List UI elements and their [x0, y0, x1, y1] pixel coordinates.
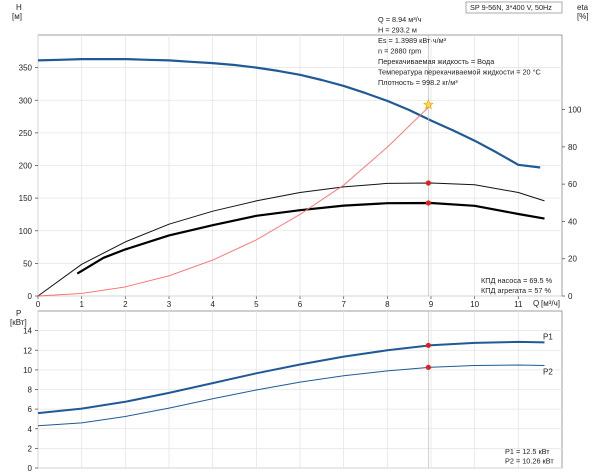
- power-y-tick-label: 4: [28, 425, 33, 434]
- operating-point-eta-pump: [425, 180, 431, 186]
- x-tick-label: 1: [79, 300, 84, 309]
- power-y-axis-label: P: [16, 309, 21, 318]
- y-tick-label: 0: [28, 292, 33, 301]
- head-plot-series: [37, 35, 545, 297]
- series-line-system: [37, 104, 432, 297]
- power-result-line: P1 = 12.5 кВт: [505, 447, 550, 456]
- x-tick-label: 4: [210, 300, 215, 309]
- duty-info-line: Q = 8.94 м³/ч: [378, 15, 422, 24]
- power-plot-grid: 0 2 4 6 8 10 12 14: [23, 310, 563, 473]
- x-tick-label: 9: [429, 300, 434, 309]
- x-tick-label: 10: [470, 300, 479, 309]
- head-plot-grid: 0 1 2 3 4 5 6 7 8 9 10 11 0 50 100 150 200 250 300 350 0 20 40…: [19, 34, 582, 309]
- x-tick-label: 5: [254, 300, 259, 309]
- power-y-tick-label: 2: [28, 444, 33, 453]
- y2-axis-label: eta: [577, 3, 589, 12]
- y-tick-label: 350: [19, 64, 33, 73]
- series-label-P2: P2: [543, 367, 553, 376]
- y2-tick-label: 60: [568, 180, 577, 189]
- x-axis-unit: [м³/ч]: [541, 299, 560, 308]
- series-line-eta_unit: [76, 201, 545, 275]
- efficiency-line: КПД агрегата = 57 %: [481, 286, 551, 295]
- y-tick-label: 300: [19, 96, 33, 105]
- series-line-H: [37, 58, 541, 169]
- x-tick-label: 8: [385, 300, 390, 309]
- operating-point-eta-unit: [425, 200, 431, 206]
- y-tick-label: 200: [19, 162, 33, 171]
- power-y-tick-label: 0: [28, 464, 33, 473]
- y-tick-label: 150: [19, 194, 33, 203]
- power-y-tick-label: 8: [28, 386, 33, 395]
- power-y-tick-label: 10: [23, 366, 32, 375]
- duty-info-line: Es = 1.3989 кВт·ч/м³: [378, 36, 447, 45]
- x-tick-label: 3: [167, 300, 172, 309]
- power-plot-series: P1 P2: [37, 311, 553, 468]
- y2-axis-unit: [%]: [577, 12, 589, 21]
- series-line-P2: [37, 364, 545, 427]
- y-tick-label: 50: [23, 259, 32, 268]
- power-y-axis-unit: [кВт]: [10, 318, 27, 327]
- x-tick-label: 6: [298, 300, 303, 309]
- x-tick-label: 2: [123, 300, 128, 309]
- y-tick-label: 250: [19, 129, 33, 138]
- axis-labels: H[м] eta[%] Q [м³/ч] P[кВт]: [10, 3, 589, 327]
- x-tick-label: 7: [341, 300, 346, 309]
- y2-tick-label: 20: [568, 255, 577, 264]
- y2-tick-label: 40: [568, 217, 577, 226]
- series-line-P1: [37, 340, 545, 415]
- info-panel: SP 9-56N, 3*400 V, 50Hz Q = 8.94 м³/ч H = …: [378, 1, 563, 466]
- duty-info-line: Плотность = 998.2 кг/м³: [378, 78, 458, 87]
- series-label-P1: P1: [543, 332, 553, 341]
- y-axis-label: H: [16, 3, 22, 12]
- efficiency-line: КПД насоса = 69.5 %: [481, 276, 553, 285]
- x-tick-label: 11: [514, 300, 523, 309]
- model-label: SP 9-56N, 3*400 V, 50Hz: [470, 3, 552, 12]
- y2-tick-label: 0: [568, 292, 573, 301]
- model-box: [465, 1, 563, 14]
- x-tick-label: 0: [36, 300, 41, 309]
- series-line-eta_pump: [37, 182, 545, 297]
- y2-tick-label: 100: [568, 106, 582, 115]
- x-axis-label: Q: [533, 299, 539, 308]
- power-result-line: P2 = 10.26 кВт: [505, 457, 554, 466]
- duty-info-line: Температура перекачиваемой жидкости = 20…: [378, 68, 541, 77]
- power-y-tick-label: 12: [23, 346, 32, 355]
- duty-info-line: n = 2880 rpm: [378, 47, 421, 56]
- power-y-tick-label: 6: [28, 405, 33, 414]
- operating-point-p1: [425, 342, 431, 348]
- y-axis-unit: [м]: [12, 12, 22, 21]
- duty-point-star: [423, 99, 434, 110]
- power-y-tick-label: 14: [23, 327, 32, 336]
- duty-info-line: Перекачиваемая жидкость = Вода: [378, 57, 495, 66]
- operating-point-p2: [425, 364, 431, 370]
- duty-info-line: H = 293.2 м: [378, 26, 417, 35]
- y2-tick-label: 80: [568, 143, 577, 152]
- y-tick-label: 100: [19, 227, 33, 236]
